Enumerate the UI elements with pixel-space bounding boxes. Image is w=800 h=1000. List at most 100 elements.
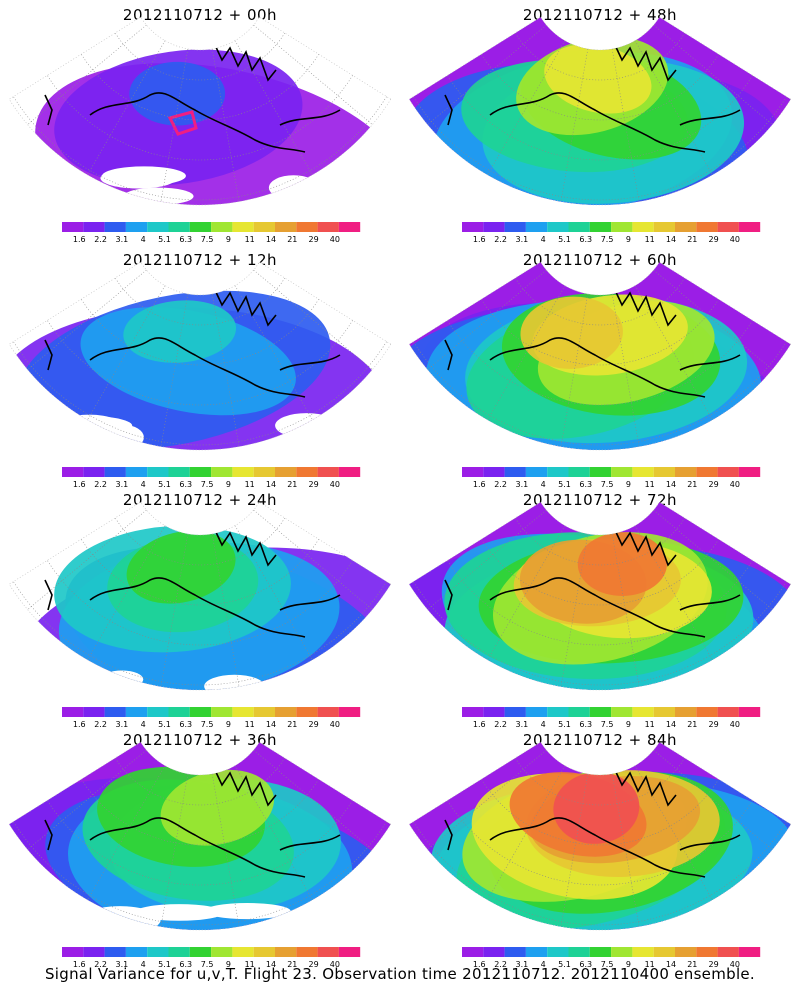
colorbar-label: 14: [266, 960, 276, 969]
map-panel-84h: 2012110712 + 84h 1.6 2.2 3.1 4 5.1 6.3 7.5 9 11 1…: [400, 725, 800, 970]
colorbar-segment: [147, 707, 169, 717]
colorbar-segment: [317, 947, 339, 957]
colorbar-segment: [589, 222, 612, 232]
colorbar-segment: [168, 707, 190, 717]
colorbar-label: 3.1: [516, 235, 529, 244]
colorbar-segment: [738, 947, 761, 957]
longitude-line: [234, 525, 313, 661]
colorbar-label: 9: [226, 960, 231, 969]
map-panel-12h: 2012110712 + 12h 1.6 2.2 3.1 4 5.1 6.3 7.5 9 11 1…: [0, 245, 400, 490]
colorbar-segment: [338, 947, 361, 957]
colorbar-segment: [253, 467, 275, 477]
colorbar-label: 14: [666, 480, 676, 489]
latitude-line: [481, 299, 719, 366]
longitude-line: [560, 773, 589, 927]
coastline: [44, 529, 341, 638]
colorbar-label: 11: [245, 480, 255, 489]
colorbar-label: 3.1: [116, 960, 129, 969]
longitude-line: [611, 293, 640, 447]
colorbar-segment: [296, 707, 318, 717]
no-data-region: [268, 175, 319, 201]
colorbar-segment: [675, 707, 697, 717]
no-data-region: [134, 904, 224, 921]
colorbar-label: 11: [645, 480, 655, 489]
colorbar-segment: [211, 707, 233, 717]
panel-title: 2012110712 + 60h: [522, 251, 678, 269]
colorbar-segment: [317, 222, 339, 232]
colorbar-segment: [525, 707, 548, 717]
colorbar-segment: [653, 707, 675, 717]
colorbar-label: 14: [266, 480, 276, 489]
colorbar-label: 6.3: [579, 480, 592, 489]
colorbar-label: 5.1: [158, 235, 171, 244]
colorbar-segment: [125, 947, 148, 957]
colorbar-segment: [525, 467, 548, 477]
colorbar-label: 21: [687, 960, 697, 969]
colorbar-label: 29: [709, 960, 719, 969]
colorbar-label: 5.1: [558, 720, 571, 729]
colorbar-label: 1.6: [73, 235, 86, 244]
colorbar-segment: [168, 222, 190, 232]
colorbar-segment: [653, 947, 675, 957]
no-data-region: [204, 674, 265, 691]
longitude-line: [27, 509, 147, 610]
colorbar-segment: [675, 947, 697, 957]
map-boundary: [408, 261, 792, 451]
variance-map: 1.6 2.2 3.1 4 5.1 6.3 7.5 9 11 14 21 29 40: [408, 16, 792, 244]
colorbar-label: 9: [626, 720, 631, 729]
colorbar-label: 2.2: [94, 720, 107, 729]
colorbar-segment: [338, 707, 361, 717]
longitude-line: [611, 773, 640, 927]
variance-contour: [577, 532, 667, 596]
colorbar-label: 7.5: [201, 960, 214, 969]
longitude-line: [427, 749, 547, 850]
colorbar-label: 4: [541, 480, 546, 489]
colorbar-segment: [547, 707, 569, 717]
colorbar-label: 2.2: [94, 480, 107, 489]
variance-map: 1.6 2.2 3.1 4 5.1 6.3 7.5 9 11 14 21 29 40: [8, 16, 392, 244]
colorbar-segment: [504, 707, 526, 717]
colorbar-label: 11: [245, 235, 255, 244]
colorbar-segment: [189, 222, 212, 232]
colorbar-segment: [589, 467, 612, 477]
longitude-line: [211, 533, 240, 687]
peak-contour: [167, 110, 198, 136]
colorbar-segment: [104, 222, 126, 232]
colorbar-segment: [547, 467, 569, 477]
colorbar-segment: [632, 467, 654, 477]
colorbar-label: 2.2: [94, 960, 107, 969]
colorbar-segment: [568, 467, 590, 477]
map-panel-72h: 2012110712 + 72h 1.6 2.2 3.1 4 5.1 6.3 7.5 9 11 1…: [400, 485, 800, 730]
colorbar-segment: [483, 467, 505, 477]
map-boundary: [8, 16, 392, 206]
colorbar-label: 7.5: [601, 720, 614, 729]
no-data-region: [303, 917, 362, 931]
colorbar-segment: [147, 467, 169, 477]
longitude-line: [634, 40, 713, 176]
colorbar-label: 29: [309, 235, 319, 244]
colorbar-label: 7.5: [201, 235, 214, 244]
colorbar-segment: [317, 707, 339, 717]
colorbar-segment: [632, 707, 654, 717]
colorbar-label: 5.1: [158, 720, 171, 729]
latitude-line: [413, 96, 787, 201]
longitude-line: [487, 765, 566, 901]
longitude-line: [487, 525, 566, 661]
longitude-line: [427, 24, 547, 125]
colorbar-label: 5.1: [558, 235, 571, 244]
colorbar-label: 9: [626, 960, 631, 969]
colorbar-segment: [211, 947, 233, 957]
colorbar-label: 14: [266, 235, 276, 244]
colorbar-label: 6.3: [579, 960, 592, 969]
longitude-line: [234, 765, 313, 901]
colorbar-label: 40: [330, 480, 340, 489]
no-data-region: [102, 424, 144, 450]
coastline: [444, 769, 741, 878]
colorbar-segment: [296, 947, 318, 957]
latitude-line: [413, 581, 787, 686]
map-boundary: [8, 261, 392, 451]
colorbar-label: 7.5: [601, 480, 614, 489]
variance-map: 1.6 2.2 3.1 4 5.1 6.3 7.5 9 11 14 21 29 40: [8, 741, 392, 969]
map-panel-36h: 2012110712 + 36h 1.6 2.2 3.1 4 5.1 6.3 7.5 9 11 1…: [0, 725, 400, 970]
